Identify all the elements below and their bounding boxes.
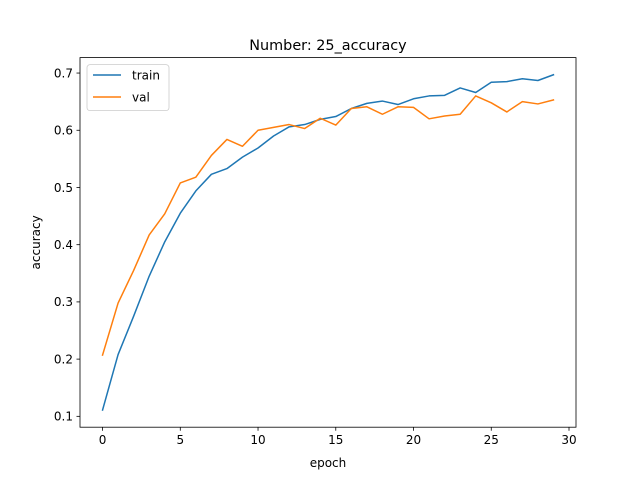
x-tick-label: 0 — [99, 433, 107, 447]
legend-label-val: val — [132, 91, 150, 105]
y-tick-label: 0.5 — [54, 181, 73, 195]
plot-lines — [101, 73, 555, 411]
y-tick-label: 0.7 — [54, 66, 73, 80]
x-tick-label: 10 — [250, 433, 265, 447]
legend: train val — [86, 64, 170, 111]
y-axis: 0.1 0.2 0.3 0.4 0.5 0.6 0.7 — [54, 66, 80, 424]
x-tick-label: 20 — [406, 433, 421, 447]
y-tick-label: 0.4 — [54, 238, 73, 252]
legend-label-train: train — [132, 69, 160, 83]
x-axis: 0 5 10 15 20 25 30 — [99, 427, 577, 447]
x-tick-label: 25 — [484, 433, 499, 447]
y-tick-label: 0.6 — [54, 124, 73, 138]
series-line-train — [101, 73, 555, 411]
y-axis-title: accuracy — [29, 215, 43, 269]
y-tick-label: 0.3 — [54, 295, 73, 309]
x-tick-label: 15 — [328, 433, 343, 447]
x-axis-title: epoch — [310, 456, 347, 470]
series-line-val — [101, 95, 555, 357]
x-tick-label: 5 — [176, 433, 184, 447]
legend-box — [86, 64, 170, 111]
x-tick-label: 30 — [561, 433, 576, 447]
y-tick-label: 0.2 — [54, 352, 73, 366]
y-tick-label: 0.1 — [54, 410, 73, 424]
plot-frame — [79, 57, 577, 428]
chart-title: Number: 25_accuracy — [249, 38, 407, 54]
